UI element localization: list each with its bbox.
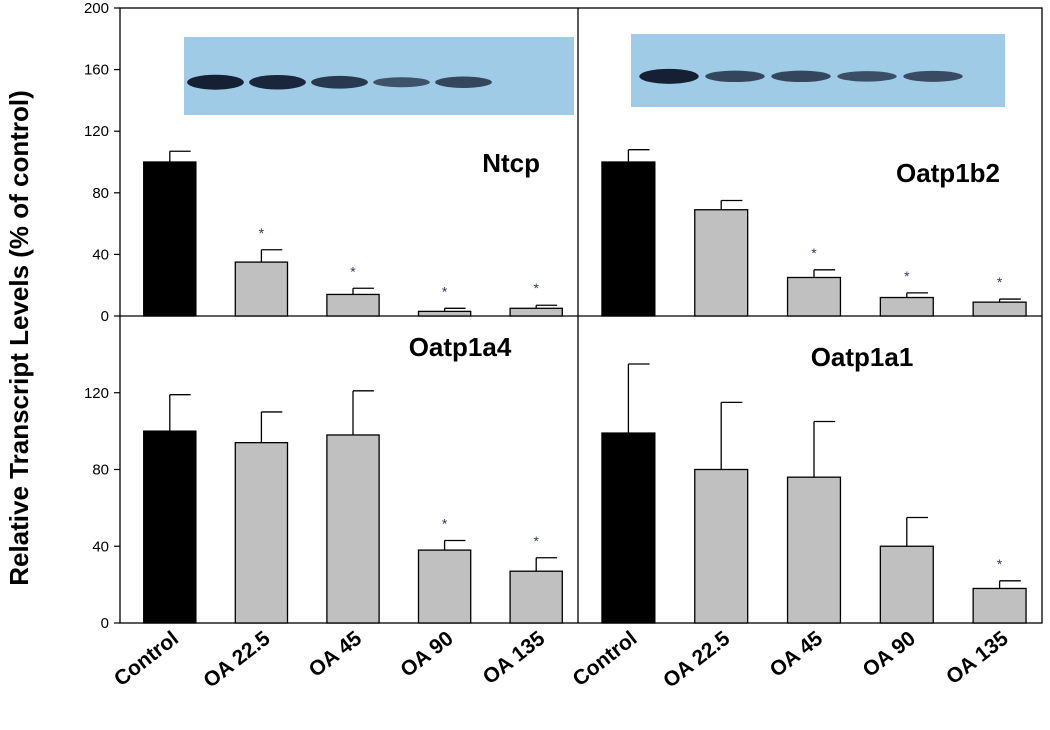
bar-oa-135: [972, 587, 1027, 624]
western-blot-band: [639, 68, 699, 84]
significance-asterisk: *: [533, 533, 539, 549]
y-axis-label: Relative Transcript Levels (% of control…: [4, 90, 34, 586]
bar-oa-45: [786, 276, 842, 317]
x-category-label: Control: [110, 627, 183, 691]
bar-control: [601, 432, 656, 624]
significance-asterisk: *: [904, 268, 910, 284]
y-tick-label: 80: [92, 462, 109, 479]
bar-control: [601, 161, 656, 317]
y-tick-label: 120: [84, 385, 109, 402]
x-category-label: OA 90: [858, 627, 919, 682]
y-tick-label: 40: [92, 246, 109, 263]
western-blot-band: [373, 77, 430, 88]
x-category-label: OA 45: [305, 627, 367, 682]
x-category-label: OA 135: [479, 627, 550, 689]
x-category-label: OA 22.5: [659, 627, 734, 693]
bar-oa-45: [326, 293, 380, 317]
significance-asterisk: *: [442, 515, 448, 531]
bar-oa-22-5: [694, 468, 749, 624]
x-category-label: OA 135: [942, 627, 1013, 689]
bar-control: [143, 161, 197, 317]
y-tick-label: 160: [84, 62, 109, 79]
y-tick-label: 0: [101, 615, 109, 632]
panel-grid: 0 40 80 120 160 200 Ntcp * * * * Oatp1b2 * * * 0 40 80 120…: [84, 0, 1043, 632]
panel-title: Oatp1a4: [409, 332, 512, 362]
significance-asterisk: *: [350, 263, 356, 279]
bar-oa-90: [417, 310, 472, 317]
significance-asterisk: *: [259, 225, 265, 241]
bar-oa-135: [509, 570, 563, 624]
x-category-label: OA 90: [396, 627, 457, 682]
bar-oa-90: [417, 549, 472, 624]
significance-asterisk: *: [811, 245, 817, 261]
significance-asterisk: *: [442, 283, 448, 299]
western-blot-band: [187, 74, 244, 90]
western-blot-band: [311, 75, 368, 89]
western-blot-image: [184, 37, 574, 115]
y-tick-label: 200: [84, 0, 109, 17]
bar-oa-90: [879, 296, 934, 317]
western-blot-band: [837, 71, 897, 82]
panel-oatp1a4: 0 40 80 120 Oatp1a4 * *: [84, 332, 563, 632]
x-category-labels: Control OA 22.5 OA 45 OA 90 OA 135 Control OA …: [110, 627, 1013, 693]
western-blot-band: [903, 70, 963, 82]
bar-oa-22-5: [234, 261, 289, 317]
y-tick-label: 0: [101, 308, 109, 325]
bar-oa-135: [509, 307, 563, 317]
western-blot-band: [435, 76, 492, 88]
bar-oa-45: [786, 476, 842, 624]
bar-oa-22-5: [234, 441, 289, 624]
bar-control: [143, 430, 197, 624]
panel-ntcp: 0 40 80 120 160 200 Ntcp * * * *: [84, 0, 574, 325]
x-category-label: Control: [568, 627, 641, 691]
bar-oa-22-5: [694, 209, 749, 317]
panel-title: Oatp1a1: [811, 342, 914, 372]
bar-oa-135: [972, 301, 1027, 317]
western-blot-band: [249, 74, 306, 90]
panel-oatp1a1: Oatp1a1 *: [601, 342, 1027, 624]
panel-oatp1b2: Oatp1b2 * * *: [601, 34, 1027, 317]
x-category-label: OA 45: [766, 627, 828, 682]
western-blot-band: [771, 70, 831, 83]
bar-oa-90: [879, 545, 934, 624]
significance-asterisk: *: [533, 280, 539, 296]
significance-asterisk: *: [997, 556, 1003, 572]
x-category-label: OA 22.5: [199, 627, 274, 693]
panel-title: Oatp1b2: [896, 158, 1000, 188]
y-tick-label: 80: [92, 185, 109, 202]
y-tick-label: 120: [84, 123, 109, 140]
western-blot-image: [631, 34, 1005, 107]
y-tick-label: 40: [92, 538, 109, 555]
panel-title: Ntcp: [482, 148, 540, 178]
significance-asterisk: *: [997, 274, 1003, 290]
bar-oa-45: [326, 434, 380, 624]
western-blot-band: [705, 70, 765, 83]
